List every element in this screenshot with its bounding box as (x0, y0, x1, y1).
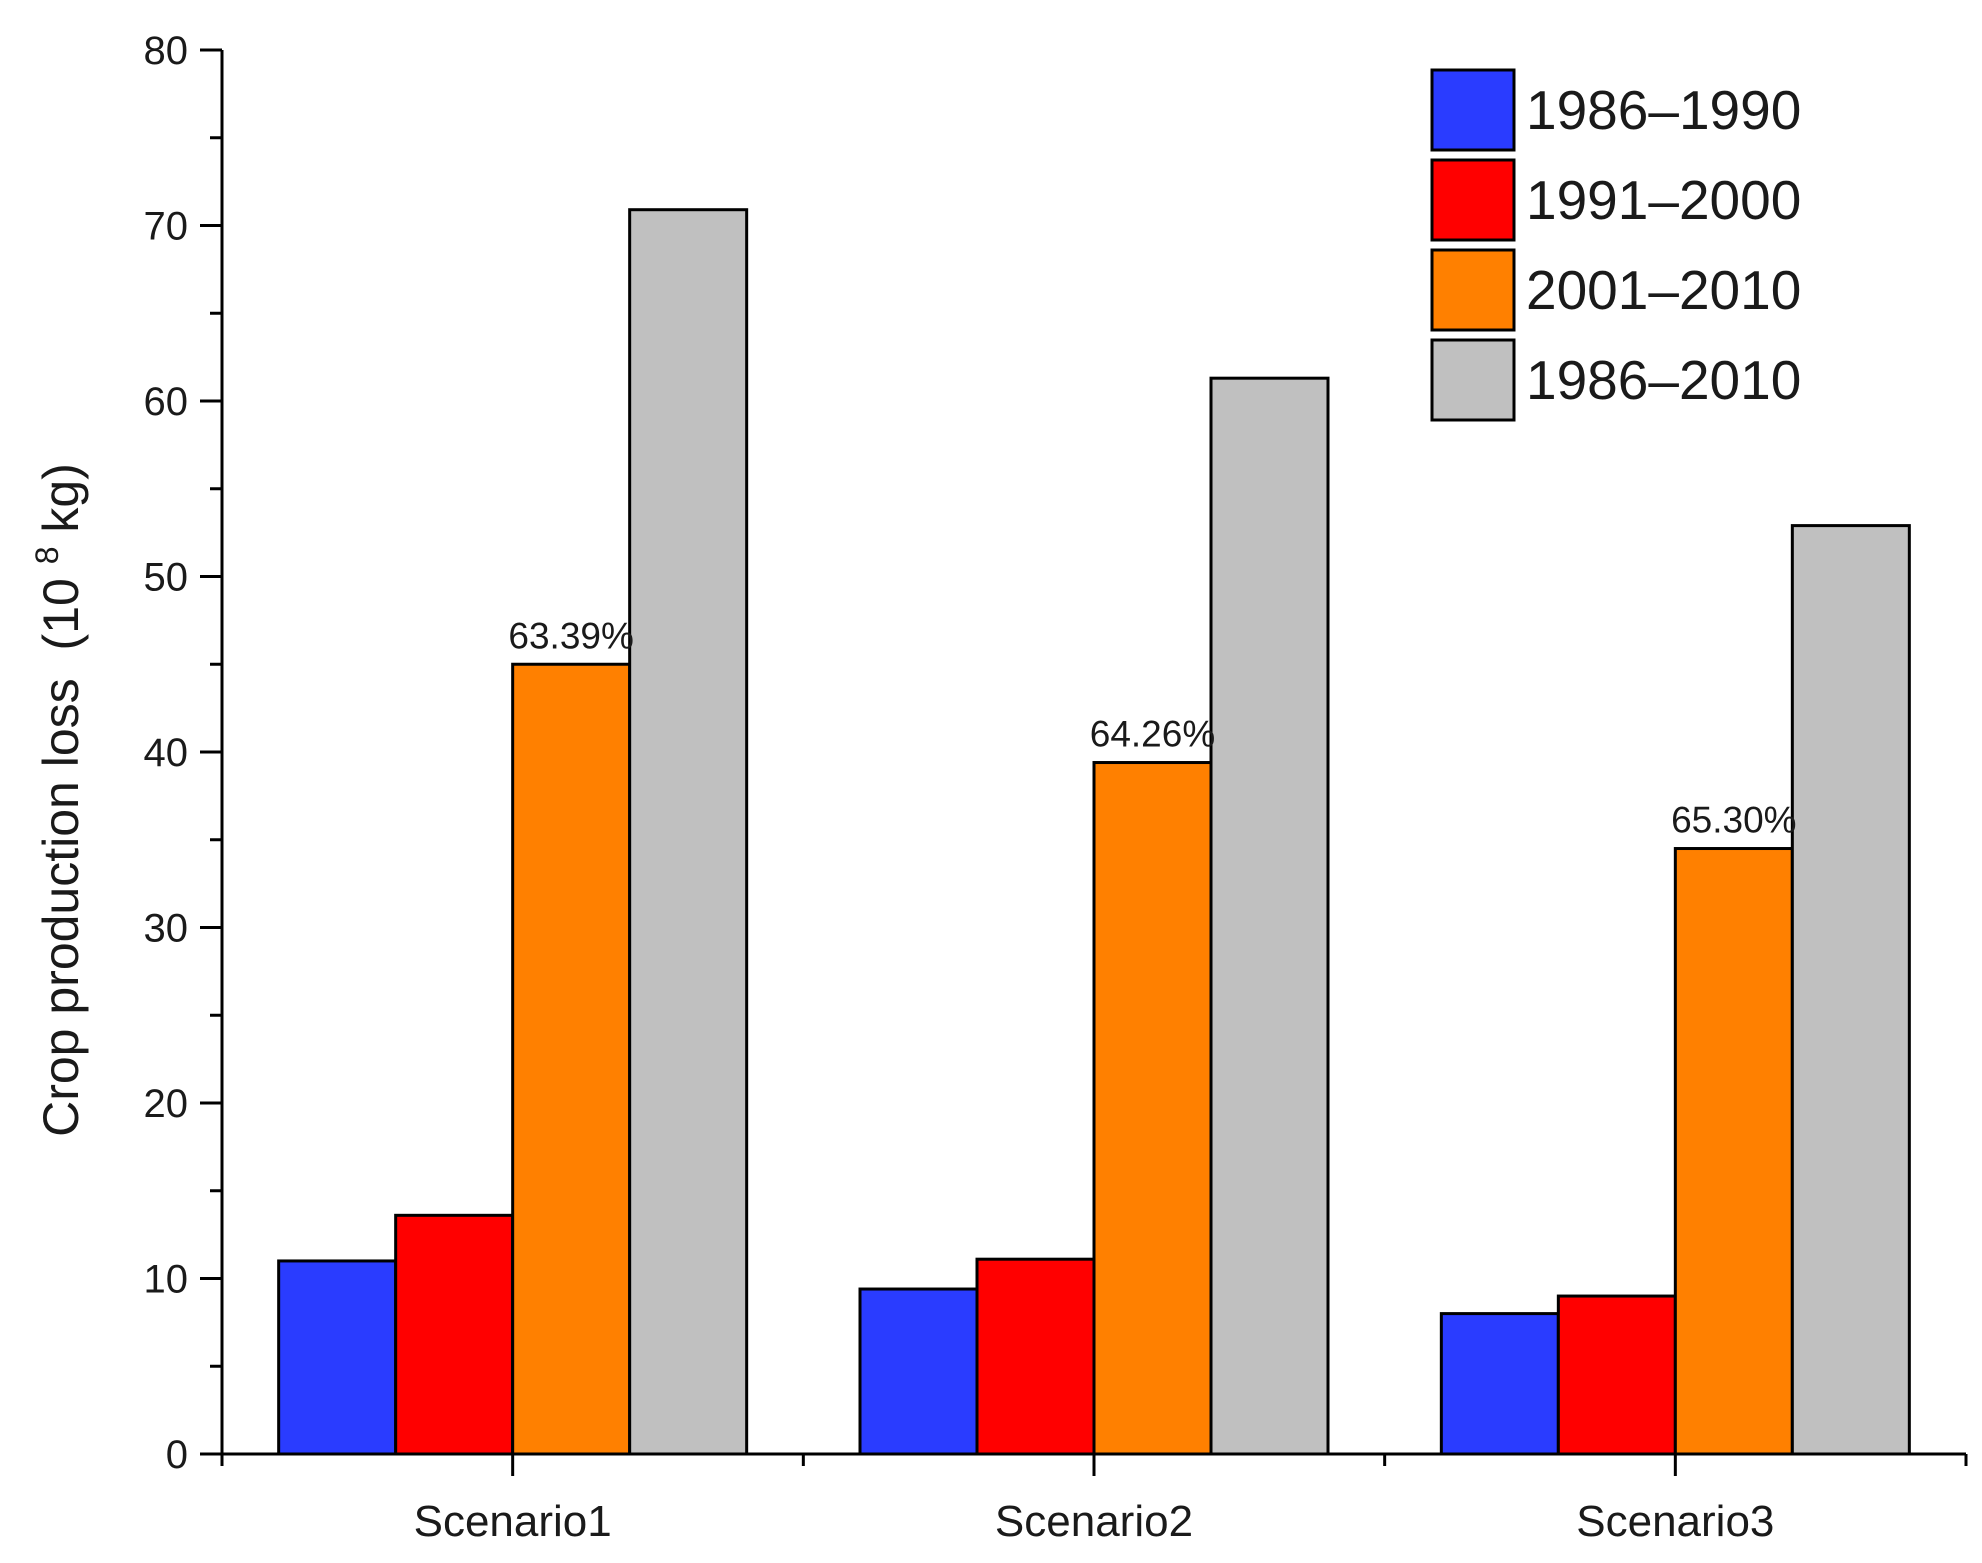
bar-scenario1-1986-1990 (277, 1259, 398, 1456)
y-tick-label: 80 (144, 29, 189, 73)
x-tick-label-scenario2: Scenario2 (995, 1497, 1193, 1546)
bar-scenario1-1986-2010 (628, 208, 749, 1456)
y-axis-units: (10 (33, 578, 89, 650)
x-tick-label-scenario1: Scenario1 (414, 1497, 612, 1546)
bar-scenario2-1986-2010 (1209, 376, 1330, 1456)
bar-scenario3-1986-1990 (1439, 1312, 1560, 1456)
y-axis-title-text: Crop production loss (33, 678, 89, 1137)
bars-layer (277, 208, 1911, 1456)
y-tick-label: 50 (144, 556, 189, 600)
bar-scenario2-1991-2000 (975, 1257, 1096, 1456)
y-tick-label: 10 (144, 1258, 189, 1302)
y-tick-label: 60 (144, 380, 189, 424)
bar-scenario1-1991-2000 (394, 1213, 515, 1456)
bar-annotation-scenario3: 65.30% (1671, 800, 1797, 841)
bar-scenario2-2001-2010 (1092, 761, 1213, 1456)
legend-swatch-1986-1990 (1430, 68, 1516, 152)
y-tick-label: 20 (144, 1082, 189, 1126)
legend-label-2001-2010: 2001–2010 (1526, 259, 1801, 321)
annotations-layer: 63.39% 64.26% 65.30% (508, 615, 1796, 840)
y-tick-label: 40 (144, 731, 189, 775)
legend: 1986–1990 1991–2000 2001–2010 1986–2010 (1430, 68, 1801, 422)
y-tick-label: 0 (166, 1433, 188, 1477)
y-axis-title: Crop production loss (10 8 kg) (13, 463, 89, 1137)
legend-swatch-1991-2000 (1430, 158, 1516, 242)
legend-label-1991-2000: 1991–2000 (1526, 169, 1801, 231)
bar-annotation-scenario1: 63.39% (508, 615, 634, 656)
y-axis-units-exponent: 8 (29, 546, 65, 564)
legend-label-1986-2010: 1986–2010 (1526, 349, 1801, 411)
y-tick-label: 70 (144, 205, 189, 249)
bar-scenario3-2001-2010 (1673, 847, 1794, 1456)
legend-swatch-1986-2010 (1430, 338, 1516, 422)
y-axis-units-suffix: kg) (33, 463, 89, 532)
bar-scenario3-1991-2000 (1556, 1294, 1677, 1456)
y-tick-label: 30 (144, 907, 189, 951)
x-tick-label-scenario3: Scenario3 (1576, 1497, 1774, 1546)
bar-annotation-scenario2: 64.26% (1090, 714, 1216, 755)
bar-scenario1-2001-2010 (511, 662, 632, 1456)
bar-scenario3-1986-2010 (1790, 524, 1911, 1456)
bar-scenario2-1986-1990 (858, 1287, 979, 1456)
legend-swatch-2001-2010 (1430, 248, 1516, 332)
legend-label-1986-1990: 1986–1990 (1526, 79, 1801, 141)
svg-text:Crop production loss (10: Crop production loss (10 8 kg) (13, 463, 89, 1137)
axes-layer: 0 10 20 30 40 50 60 70 80 Scenario1 Scenario2 Scena… (144, 29, 1968, 1546)
